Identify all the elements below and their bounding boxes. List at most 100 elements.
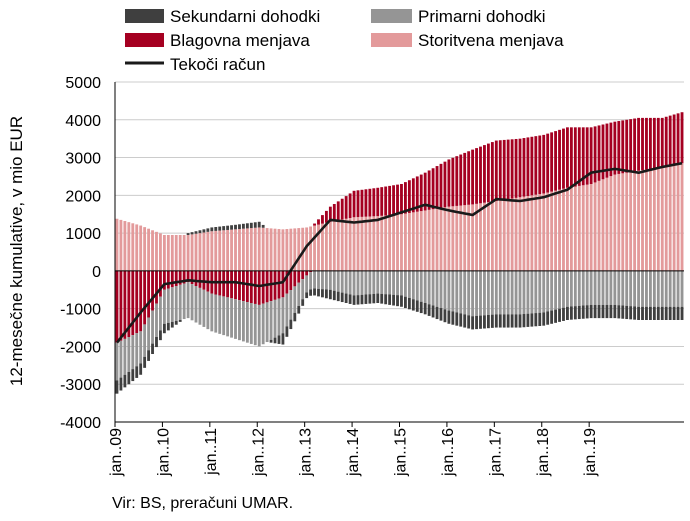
bar-secondary	[214, 227, 218, 231]
bar-secondary	[139, 363, 143, 375]
bar-services	[585, 184, 589, 271]
bar-services	[182, 235, 186, 271]
bar-primary	[494, 270, 498, 315]
bar-secondary	[202, 229, 206, 233]
bar-goods	[182, 270, 186, 284]
bar-secondary	[135, 366, 139, 378]
bar-secondary	[230, 225, 233, 230]
bar-goods	[510, 139, 514, 199]
legend-swatch-primary	[371, 9, 412, 23]
bar-services	[265, 228, 269, 271]
bar-goods	[159, 270, 162, 297]
bar-primary	[648, 270, 652, 307]
bar-services	[566, 187, 569, 271]
bar-primary	[447, 270, 451, 311]
bar-secondary	[273, 337, 277, 344]
bar-services	[230, 229, 233, 271]
legend: Sekundarni dohodki Primarni dohodki Blag…	[125, 7, 564, 74]
bar-primary	[558, 270, 561, 309]
bar-secondary	[613, 304, 617, 319]
bar-services	[190, 234, 194, 271]
x-tick-label: jan..12	[250, 428, 267, 477]
bar-services	[194, 233, 198, 271]
bar-secondary	[170, 321, 174, 328]
bar-secondary	[281, 333, 285, 345]
bar-primary	[435, 270, 439, 307]
bar-secondary	[672, 306, 676, 320]
bar-primary	[506, 270, 510, 315]
y-tick-label: -1000	[60, 302, 101, 319]
bar-services	[151, 230, 154, 271]
bar-goods	[178, 270, 182, 285]
bar-secondary	[625, 305, 629, 320]
bar-goods	[151, 270, 154, 311]
bar-goods	[506, 139, 510, 200]
bar-goods	[629, 119, 633, 173]
y-tick-label: 2000	[65, 188, 101, 205]
bar-primary	[356, 270, 360, 296]
bar-services	[431, 209, 435, 271]
bar-services	[483, 202, 486, 271]
bar-services	[131, 223, 135, 271]
bar-goods	[447, 159, 451, 207]
bar-goods	[581, 127, 585, 186]
bar-services	[376, 216, 380, 271]
bar-goods	[593, 126, 597, 183]
y-tick-label: 3000	[65, 151, 101, 168]
bar-primary	[672, 270, 676, 307]
bar-secondary	[641, 306, 644, 320]
bar-goods	[542, 134, 546, 194]
bar-services	[463, 205, 467, 271]
bar-primary	[660, 270, 664, 307]
y-tick-label: 5000	[65, 75, 101, 92]
bar-services	[621, 173, 625, 271]
bar-services	[455, 205, 459, 271]
bar-secondary	[127, 371, 131, 385]
bar-goods	[257, 270, 261, 305]
bar-goods	[289, 270, 293, 291]
current-account-line	[115, 161, 683, 344]
bar-primary	[324, 270, 328, 290]
bar-secondary	[601, 304, 605, 319]
bar-services	[147, 228, 150, 271]
legend-label-services: Storitvena menjava	[418, 31, 564, 50]
bar-secondary	[151, 343, 154, 354]
bar-goods	[194, 270, 198, 286]
bar-services	[174, 235, 178, 271]
bar-secondary	[652, 306, 656, 320]
bar-services	[309, 226, 313, 271]
bar-primary	[641, 270, 644, 307]
bar-goods	[589, 127, 593, 184]
bar-secondary	[514, 314, 518, 328]
bar-secondary	[178, 320, 182, 322]
bar-goods	[396, 184, 399, 215]
bar-services	[226, 229, 230, 271]
y-tick-label: 0	[92, 264, 101, 281]
x-tick-label: jan..17	[487, 428, 504, 477]
bar-goods	[123, 270, 127, 339]
bar-services	[293, 228, 297, 271]
bar-primary	[573, 270, 577, 307]
bar-secondary	[123, 374, 127, 388]
bar-goods	[400, 184, 403, 215]
bar-secondary	[143, 356, 147, 368]
bar-secondary	[435, 306, 439, 320]
bar-primary	[605, 270, 609, 305]
bar-primary	[467, 270, 471, 316]
bar-secondary	[249, 222, 253, 229]
bar-secondary	[645, 306, 648, 320]
bar-secondary	[321, 289, 324, 298]
bar-primary	[581, 270, 585, 306]
bar-secondary	[407, 297, 411, 310]
bar-primary	[443, 270, 447, 310]
bar-primary	[352, 270, 356, 296]
bar-services	[218, 230, 222, 271]
bar-services	[210, 231, 214, 271]
bar-services	[534, 194, 538, 271]
bar-services	[415, 211, 419, 271]
bar-services	[170, 235, 174, 271]
bar-goods	[305, 270, 309, 276]
bar-secondary	[159, 330, 162, 341]
bar-primary	[419, 270, 423, 302]
